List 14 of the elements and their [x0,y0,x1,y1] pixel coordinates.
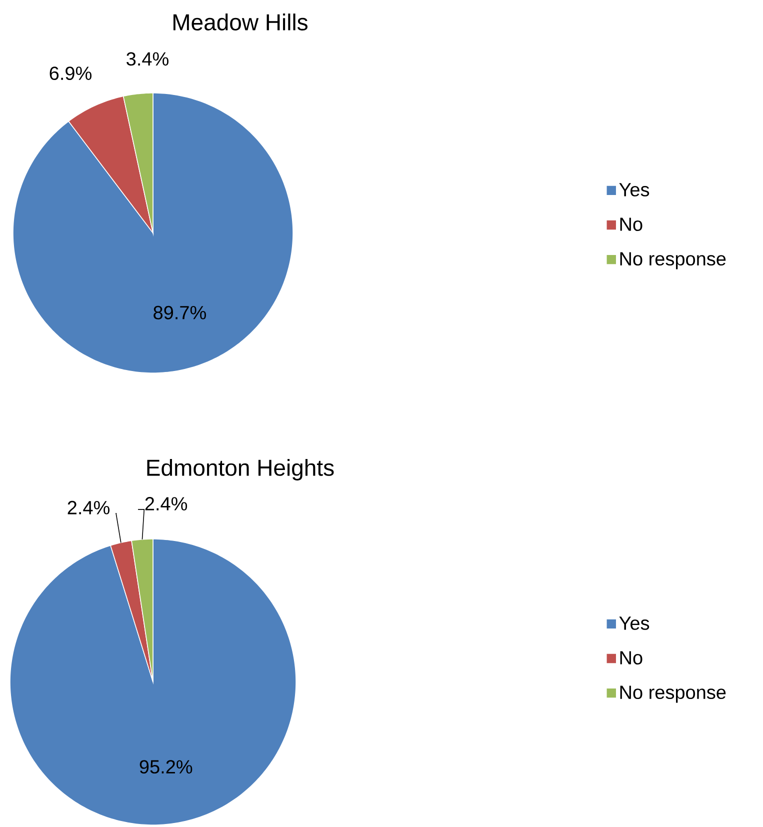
legend-label: No [620,651,642,664]
legend-label: Yes [619,616,650,630]
chart-title: Edmonton Heights [147,459,334,480]
legend-label: No response [620,686,726,703]
legend-label: No response [620,252,726,270]
legend-label: Yes [619,183,650,196]
data-label: 2.4% [145,497,188,510]
data-label: 2.4% [68,500,110,514]
data-label: 6.9% [50,66,92,80]
chart-title: Meadow Hills [174,14,308,30]
data-label: 95.2% [140,760,192,774]
data-label: 3.4% [126,52,168,66]
legend-label: No [620,218,642,231]
data-label: 89.7% [154,306,206,320]
